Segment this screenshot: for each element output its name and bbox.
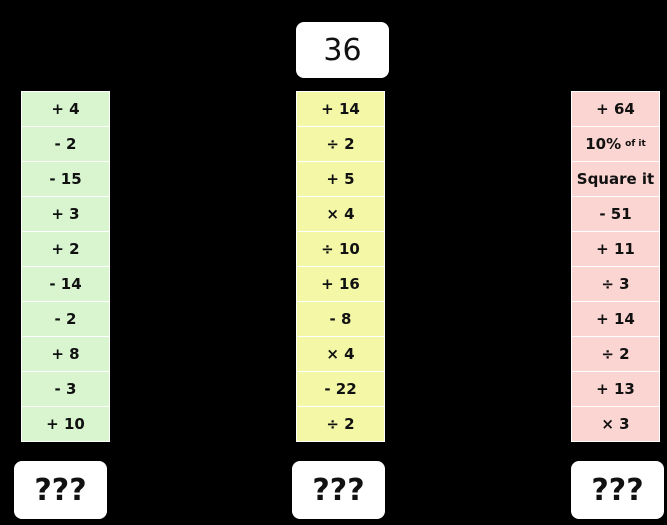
step: + 5: [296, 162, 385, 197]
step: + 64: [571, 91, 660, 127]
step: ÷ 3: [571, 267, 660, 302]
step: + 8: [21, 337, 110, 372]
step: + 2: [21, 232, 110, 267]
step: + 14: [571, 302, 660, 337]
step: × 4: [296, 337, 385, 372]
answer-box: ???: [571, 461, 664, 519]
step-column: + 4- 2- 15 + 3 + 2- 14- 2 + 8- 3 + 10: [21, 91, 110, 442]
step: - 3: [21, 372, 110, 407]
step: + 11: [571, 232, 660, 267]
step: + 16: [296, 267, 385, 302]
step: + 10: [21, 407, 110, 442]
answer-box: ???: [14, 461, 107, 519]
step-column: + 64 10% of it Square it - 51 + 11 ÷ 3 + 14 ÷ 2 +…: [571, 91, 660, 442]
step: - 22: [296, 372, 385, 407]
step: 10% of it: [571, 127, 660, 162]
step: + 14: [296, 91, 385, 127]
step: ÷ 2: [571, 337, 660, 372]
step: + 3: [21, 197, 110, 232]
step: ÷ 2: [296, 407, 385, 442]
step: - 2: [21, 302, 110, 337]
step: - 15: [21, 162, 110, 197]
step: + 4: [21, 91, 110, 127]
step-note: of it: [625, 139, 646, 149]
start-number: 36: [296, 22, 389, 78]
step: ÷ 10: [296, 232, 385, 267]
step: Square it: [571, 162, 660, 197]
step: × 4: [296, 197, 385, 232]
answer-box: ???: [292, 461, 385, 519]
step: + 13: [571, 372, 660, 407]
step: ÷ 2: [296, 127, 385, 162]
step: - 51: [571, 197, 660, 232]
step: - 8: [296, 302, 385, 337]
step: - 14: [21, 267, 110, 302]
step-column: + 14 ÷ 2 + 5 × 4 ÷ 10 + 16- 8 × 4- 22 ÷ 2: [296, 91, 385, 442]
step: - 2: [21, 127, 110, 162]
step-text: 10%: [585, 135, 622, 153]
step: × 3: [571, 407, 660, 442]
